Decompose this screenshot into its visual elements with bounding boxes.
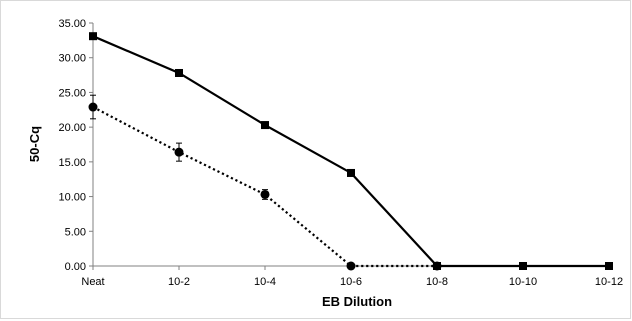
x-tick-label: 10-12 bbox=[595, 276, 623, 288]
data-point-circle bbox=[88, 102, 98, 112]
x-tick-label: 10-4 bbox=[254, 276, 276, 288]
y-tick-label: 25.00 bbox=[58, 87, 86, 99]
data-point-square bbox=[89, 32, 97, 41]
x-axis-title: EB Dilution bbox=[322, 294, 392, 309]
data-point-square bbox=[519, 262, 527, 270]
x-tick-label: 10-2 bbox=[168, 276, 190, 288]
y-tick-label: 15.00 bbox=[58, 157, 86, 169]
x-tick-label: 10-10 bbox=[509, 276, 537, 288]
x-tick-label: Neat bbox=[81, 276, 104, 288]
data-point-square bbox=[175, 68, 183, 77]
y-tick-label: 5.00 bbox=[65, 226, 86, 238]
data-point-circle bbox=[432, 261, 442, 271]
data-point-square bbox=[261, 121, 269, 130]
y-tick-label: 35.00 bbox=[58, 18, 86, 30]
data-point-square bbox=[347, 168, 355, 177]
y-axis-title: 50-Cq bbox=[27, 126, 42, 162]
x-tick-label: 10-6 bbox=[340, 276, 362, 288]
y-tick-label: 20.00 bbox=[58, 122, 86, 134]
y-tick-label: 10.00 bbox=[58, 192, 86, 204]
series-1-line bbox=[92, 35, 609, 268]
y-axis: 0.00 5.00 10.00 15.00 20.00 25.00 30.00 35.00 bbox=[58, 18, 94, 273]
y-tick-label: 30.00 bbox=[58, 53, 86, 65]
series-group bbox=[88, 32, 613, 271]
x-tick-label: 10-8 bbox=[426, 276, 448, 288]
data-point-circle bbox=[260, 189, 270, 199]
series-2-line bbox=[92, 106, 437, 268]
data-point-square bbox=[605, 262, 613, 270]
y-tick-label: 0.00 bbox=[65, 261, 86, 273]
data-point-circle bbox=[346, 261, 356, 271]
data-point-circle bbox=[174, 147, 184, 157]
